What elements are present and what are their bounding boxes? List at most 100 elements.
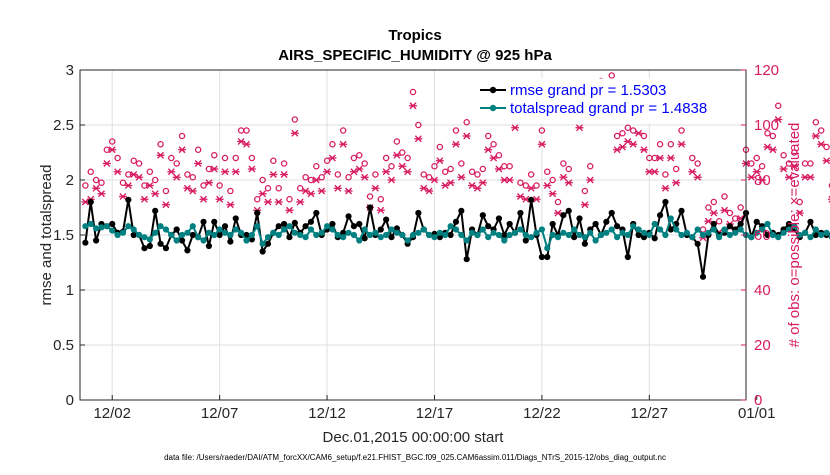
series-point: [409, 231, 417, 239]
obs-evaluated-point: [806, 173, 815, 181]
obs-evaluated-point: [392, 151, 401, 159]
obs-evaluated-point: [511, 124, 520, 132]
obs-evaluated-point: [720, 206, 729, 214]
series-point: [141, 234, 148, 241]
series-point: [114, 231, 121, 239]
y2-tick-label: 80: [754, 172, 771, 189]
series-point: [388, 226, 395, 233]
y2-tick-label: 0: [754, 392, 762, 409]
obs-possible-point: [565, 165, 573, 173]
series-point: [254, 209, 261, 217]
series-point: [624, 231, 631, 239]
obs-possible-point: [264, 184, 272, 192]
obs-possible-point: [554, 198, 562, 206]
series-point: [635, 231, 642, 239]
series-point: [710, 226, 717, 233]
obs-evaluated-point: [430, 176, 439, 184]
obs-possible-point: [98, 179, 105, 186]
series-point: [173, 226, 180, 233]
series-point: [780, 229, 787, 236]
obs-possible-point: [705, 204, 712, 211]
obs-evaluated-point: [247, 165, 256, 173]
obs-possible-point: [431, 162, 438, 170]
series-point: [184, 247, 191, 254]
series-point: [726, 223, 733, 230]
obs-evaluated-point: [108, 146, 117, 154]
obs-evaluated-point: [145, 182, 154, 189]
obs-evaluated-point: [231, 168, 240, 176]
series-point: [393, 229, 400, 236]
series-point: [624, 253, 631, 261]
series-point: [361, 226, 368, 233]
obs-possible-point: [114, 154, 121, 162]
series-point: [146, 236, 153, 243]
obs-possible-point: [404, 154, 411, 162]
series-point: [468, 229, 476, 236]
series-point: [495, 231, 503, 239]
obs-possible-point: [329, 140, 336, 148]
obs-evaluated-point: [172, 173, 181, 181]
series-point: [280, 220, 288, 228]
series-point: [646, 231, 653, 239]
obs-evaluated-point: [317, 187, 326, 195]
series-point: [366, 204, 374, 211]
series-point: [436, 229, 443, 236]
series-point: [463, 256, 470, 263]
obs-evaluated-point: [457, 173, 466, 181]
series-point: [259, 248, 266, 255]
y-tick-label: 1.5: [53, 227, 74, 244]
obs-possible-point: [549, 176, 556, 184]
obs-evaluated-point: [758, 176, 767, 184]
y-axis-label: rmse and totalspread: [38, 165, 55, 306]
obs-series-evaluated: [81, 85, 830, 242]
obs-evaluated-point: [371, 184, 380, 192]
series-point: [807, 218, 814, 225]
series-point: [522, 231, 529, 239]
obs-evaluated-point: [274, 198, 283, 206]
obs-evaluated-point: [414, 135, 423, 143]
x-tick-label: 01/01: [738, 405, 776, 422]
series-point: [560, 229, 567, 236]
series-point: [576, 215, 583, 222]
obs-evaluated-point: [817, 140, 826, 148]
series-point: [388, 234, 395, 241]
obs-possible-point: [586, 162, 594, 170]
series-point: [656, 212, 664, 219]
series-point: [270, 229, 277, 236]
series-point: [544, 253, 551, 261]
obs-possible-point: [92, 176, 100, 184]
obs-evaluated-point: [387, 176, 396, 184]
series-point: [791, 223, 798, 230]
y-tick-label: 1: [66, 282, 74, 299]
series-point: [576, 231, 583, 239]
obs-possible-point: [162, 187, 170, 195]
series-point: [135, 231, 143, 239]
data-file-footer: data file: /Users/raeder/DAI/ATM_forcXX/…: [164, 453, 666, 462]
series-point: [200, 237, 207, 244]
obs-possible-point: [157, 140, 164, 148]
obs-possible-point: [173, 160, 180, 167]
series-point: [275, 223, 282, 230]
obs-possible-point: [388, 162, 395, 170]
obs-evaluated-point: [258, 190, 267, 198]
series-point: [98, 224, 105, 231]
obs-evaluated-point: [677, 140, 686, 148]
series-point: [221, 229, 229, 236]
y-tick-label: 3: [66, 62, 74, 79]
series-point: [157, 240, 164, 247]
obs-evaluated-point: [204, 179, 213, 187]
series-point: [678, 207, 685, 214]
series-point: [302, 234, 309, 241]
obs-possible-point: [817, 127, 825, 134]
obs-evaluated-point: [494, 165, 503, 173]
obs-evaluated-point: [135, 173, 144, 181]
series-point: [608, 226, 615, 233]
legend-label-totalspread: totalspread grand pr = 1.4838: [510, 100, 707, 117]
series-point: [254, 223, 261, 230]
series-point: [689, 234, 696, 241]
series-point: [82, 239, 89, 246]
series-point: [356, 220, 363, 228]
series-point: [775, 234, 782, 241]
series-point: [286, 223, 293, 230]
series-point: [205, 229, 213, 236]
